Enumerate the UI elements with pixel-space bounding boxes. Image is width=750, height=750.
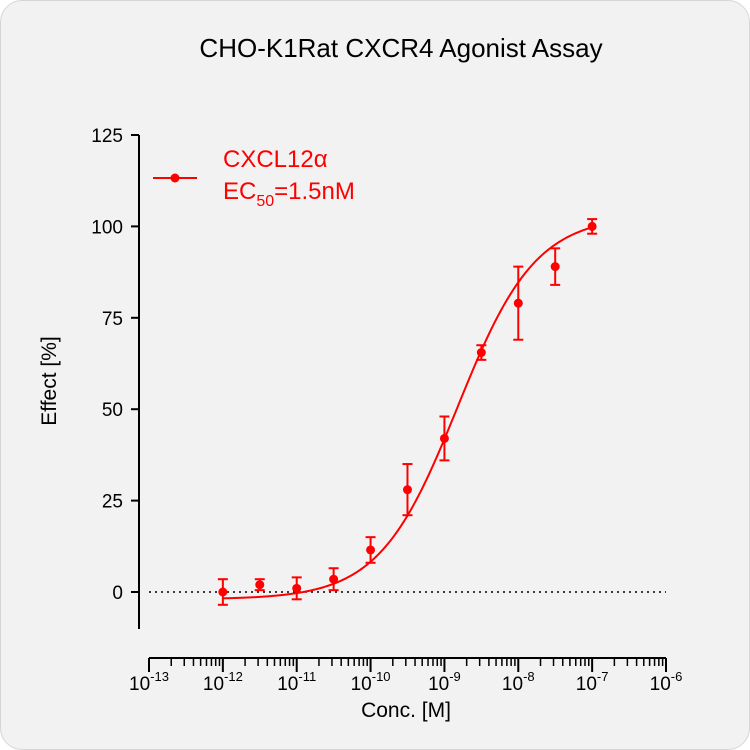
- y-tick-label: 75: [102, 309, 123, 330]
- x-tick-label: 10-8: [502, 669, 535, 695]
- data-point: [587, 221, 597, 231]
- x-axis-label: Conc. [M]: [361, 699, 451, 722]
- data-point: [292, 583, 302, 593]
- fit-curve: [222, 226, 593, 600]
- legend-ec50-value: =1.5nM: [274, 178, 355, 205]
- x-tick-label: 10-12: [203, 669, 243, 695]
- x-tick-label: 10-10: [351, 669, 391, 695]
- legend-marker: [170, 173, 180, 183]
- data-points: [217, 218, 598, 606]
- chart-title: CHO-K1Rat CXCR4 Agonist Assay: [199, 33, 602, 63]
- x-tick-label: 10-11: [277, 669, 316, 695]
- y-tick-label: 25: [102, 492, 123, 513]
- data-point: [402, 485, 412, 495]
- y-tick-label: 0: [112, 583, 123, 604]
- x-tick-label: 10-7: [576, 669, 609, 695]
- x-tick-label: 10-6: [650, 669, 683, 695]
- data-point: [439, 433, 449, 443]
- y-tick-label: 100: [91, 217, 123, 238]
- data-point: [513, 298, 523, 308]
- legend-ec50-subscript: 50: [256, 193, 274, 210]
- x-axis-ticks: 10-13 10-12 10-11 10-10 10-9 10-8 10-7 10-6: [129, 658, 682, 695]
- data-point: [218, 587, 228, 597]
- y-axis-label: Effect [%]: [38, 336, 61, 426]
- legend-ec50: EC50=1.5nM: [223, 178, 355, 210]
- legend: CXCL12α EC50=1.5nM: [153, 146, 355, 210]
- x-tick-label: 10-13: [129, 669, 169, 695]
- y-axis-ticks: 0 25 50 75 100 125: [91, 126, 139, 604]
- data-point: [255, 580, 265, 590]
- data-point: [329, 574, 339, 584]
- y-tick-label: 50: [102, 400, 123, 421]
- data-point: [366, 545, 376, 555]
- y-tick-label: 125: [91, 126, 123, 147]
- legend-ec50-prefix: EC: [223, 178, 256, 205]
- legend-series-label: CXCL12α: [223, 146, 328, 173]
- data-point: [550, 262, 560, 272]
- data-point: [476, 348, 486, 358]
- x-tick-label: 10-9: [428, 669, 461, 695]
